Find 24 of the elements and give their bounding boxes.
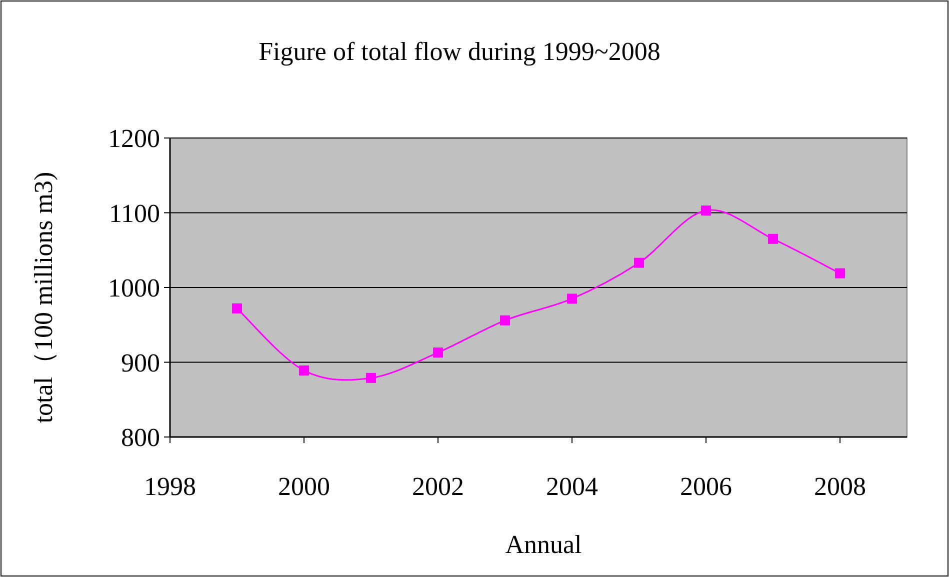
point <box>500 315 510 326</box>
point <box>299 365 309 376</box>
y-tick-label: 800 <box>121 423 160 452</box>
chart-title: Figure of total flow during 1999~2008 <box>258 37 660 66</box>
x-tick-label: 2000 <box>278 472 330 501</box>
point <box>634 258 644 268</box>
point <box>567 294 577 304</box>
point <box>835 268 845 278</box>
point <box>366 372 376 383</box>
point <box>768 234 778 244</box>
y-tick-label: 1100 <box>108 198 160 228</box>
y-tick-label: 900 <box>121 348 160 378</box>
point <box>232 303 242 314</box>
x-tick-label: 2008 <box>814 472 866 501</box>
x-tick-label: 2006 <box>680 472 732 501</box>
point <box>433 348 443 358</box>
y-tick-label: 1000 <box>108 274 160 302</box>
point <box>701 206 711 216</box>
x-tick-label: 1998 <box>144 472 196 501</box>
x-tick-label: 2004 <box>546 472 598 501</box>
x-tick-label: 2002 <box>412 472 464 501</box>
y-axis-title: total（100 millions m3) <box>29 172 58 424</box>
x-axis-title: Annual <box>505 530 582 559</box>
y-tick-label: 1200 <box>108 124 160 153</box>
